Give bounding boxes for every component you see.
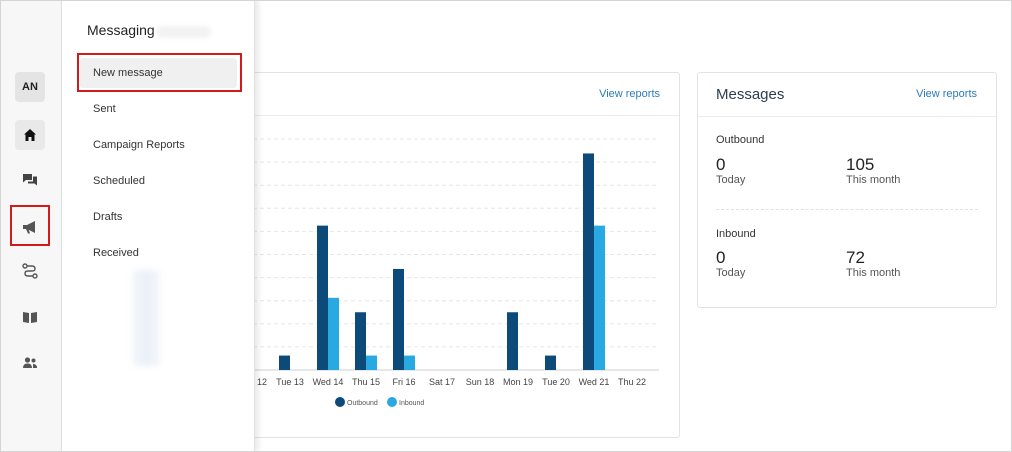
x-tick-label: Wed 14 <box>313 377 344 387</box>
menu-item-received[interactable]: Received <box>93 247 139 259</box>
outbound-today-value: 0 <box>716 155 726 174</box>
messaging-flyout-menu: Messaging New message Sent Campaign Repo… <box>62 0 255 452</box>
user-avatar[interactable]: AN <box>15 72 45 102</box>
inbound-today-value: 0 <box>716 248 726 267</box>
x-tick-label: Tue 20 <box>542 377 570 387</box>
megaphone-icon[interactable] <box>15 212 45 242</box>
chart-card-divider <box>231 115 679 116</box>
blurred-region <box>156 26 211 38</box>
highlight-box-new-message <box>77 53 242 92</box>
inbound-label: Inbound <box>716 228 756 240</box>
flyout-title: Messaging <box>87 22 155 38</box>
legend-label-outbound: Outbound <box>347 400 378 407</box>
inbound-today-label: Today <box>716 267 746 279</box>
menu-item-new-message[interactable]: New message <box>80 58 237 88</box>
bar-outbound-thu-15[interactable] <box>355 312 366 370</box>
home-icon[interactable] <box>15 120 45 150</box>
bar-outbound-tue-13[interactable] <box>279 355 290 370</box>
bar-outbound-fri-16[interactable] <box>393 268 404 370</box>
chart-view-reports-link[interactable]: View reports <box>599 88 660 100</box>
x-tick-label: Mon 19 <box>503 377 533 387</box>
highlight-box-megaphone <box>10 205 50 246</box>
bar-outbound-tue-20[interactable] <box>545 355 556 370</box>
chat-icon[interactable] <box>15 165 45 195</box>
messages-card-title: Messages <box>716 86 785 103</box>
messages-card: Messages View reports Outbound 0 Today 1… <box>697 72 997 308</box>
people-icon[interactable] <box>15 348 45 378</box>
left-nav-rail: AN <box>0 0 62 452</box>
x-tick-label: Sat 17 <box>429 377 455 387</box>
section-divider <box>716 209 978 210</box>
messages-card-divider <box>698 116 996 117</box>
bar-inbound-wed-14[interactable] <box>328 297 339 370</box>
blurred-region <box>132 270 160 366</box>
menu-item-scheduled[interactable]: Scheduled <box>93 175 145 187</box>
inbound-month-value: 72 <box>846 248 865 267</box>
legend-swatch-inbound <box>387 397 397 407</box>
legend-swatch-outbound <box>335 397 345 407</box>
x-tick-label: Thu 22 <box>618 377 646 387</box>
x-tick-label: Wed 21 <box>579 377 610 387</box>
book-icon[interactable] <box>15 302 45 332</box>
bar-outbound-wed-21[interactable] <box>583 153 594 370</box>
bar-inbound-thu-15[interactable] <box>366 355 377 370</box>
outbound-label: Outbound <box>716 134 765 146</box>
inbound-month-label: This month <box>846 267 901 279</box>
flow-icon[interactable] <box>15 256 45 286</box>
x-tick-label: Fri 16 <box>392 377 415 387</box>
bar-outbound-mon-19[interactable] <box>507 312 518 370</box>
outbound-today-label: Today <box>716 174 746 186</box>
x-tick-label: Sun 18 <box>466 377 495 387</box>
x-tick-label: Thu 15 <box>352 377 380 387</box>
menu-item-sent[interactable]: Sent <box>93 103 116 115</box>
menu-item-drafts[interactable]: Drafts <box>93 211 123 223</box>
bar-inbound-wed-21[interactable] <box>594 225 605 370</box>
bar-inbound-fri-16[interactable] <box>404 355 415 370</box>
menu-item-campaign-reports[interactable]: Campaign Reports <box>93 139 185 151</box>
bar-outbound-wed-14[interactable] <box>317 225 328 370</box>
legend-label-inbound: Inbound <box>399 400 424 407</box>
outbound-month-value: 105 <box>846 155 875 174</box>
messages-view-reports-link[interactable]: View reports <box>916 88 977 100</box>
x-tick-label: Tue 13 <box>276 377 304 387</box>
outbound-month-label: This month <box>846 174 901 186</box>
